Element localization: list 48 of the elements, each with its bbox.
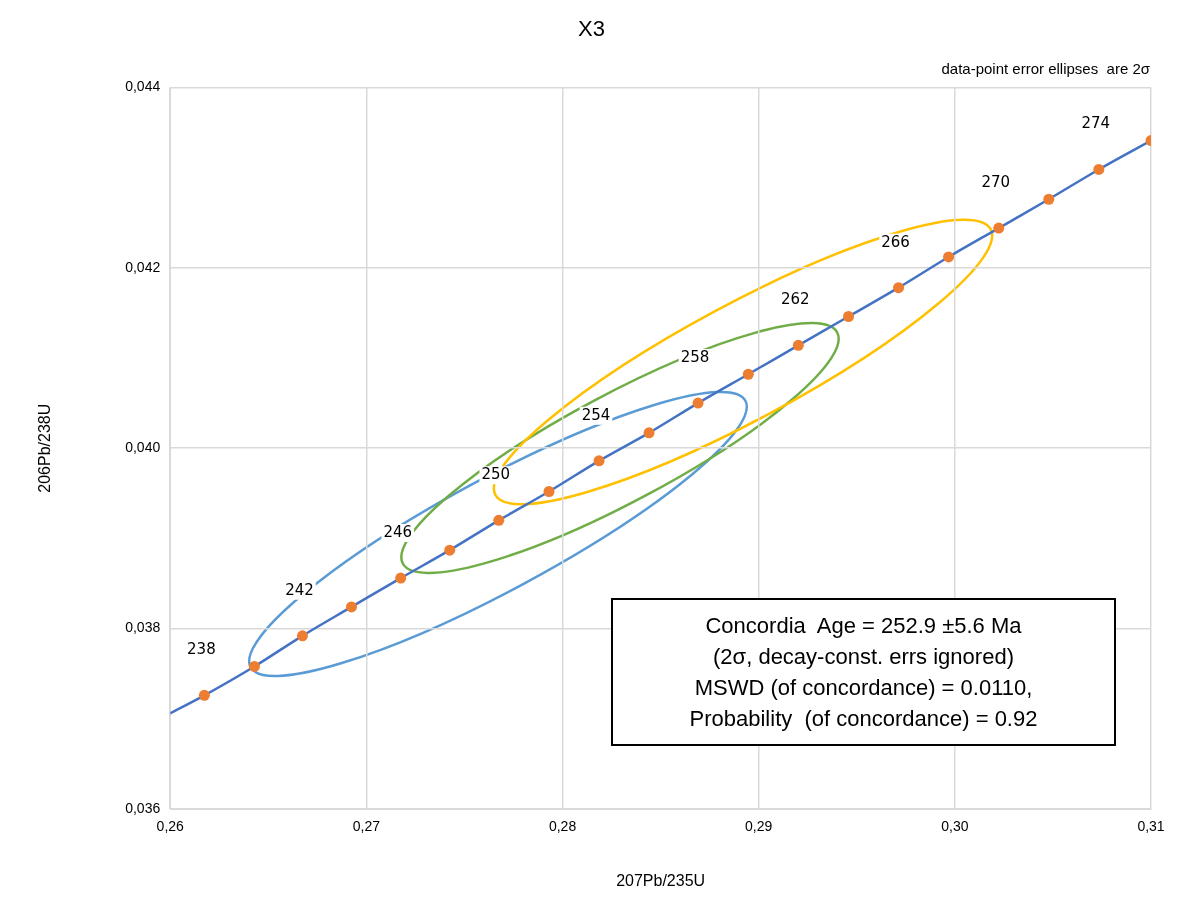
x-tick-label: 0,31 <box>1137 818 1165 835</box>
point <box>248 660 260 672</box>
annotation: 254 <box>581 405 611 424</box>
annotation: Probability (of concordance) = 0.92 <box>688 705 1039 733</box>
y-axis-title: 206Pb/238U <box>36 403 54 493</box>
x-axis-title: 207Pb/235U <box>616 871 706 889</box>
annotation: 238 <box>187 640 216 659</box>
point <box>444 544 456 556</box>
x-tick-label: 0,26 <box>156 818 185 835</box>
point <box>543 486 555 497</box>
point <box>792 339 804 351</box>
annotation: (2σ, decay-const. errs ignored) <box>712 643 1015 671</box>
x-tick-label: 0,29 <box>745 818 773 835</box>
annotation: 258 <box>680 347 710 366</box>
point <box>198 689 210 701</box>
annotation: 250 <box>481 465 511 484</box>
annotation: 266 <box>881 232 910 251</box>
y-tick-label: 0,042 <box>125 258 161 275</box>
annotation: Concordia Age = 252.9 ±5.6 Ma <box>704 612 1023 640</box>
y-tick-label: 0,040 <box>125 439 161 456</box>
chart-title: X3 <box>578 16 605 42</box>
y-tick-label: 0,036 <box>125 799 161 816</box>
point <box>493 514 505 526</box>
annotation: 242 <box>285 580 314 599</box>
point <box>742 368 754 380</box>
point <box>843 311 855 323</box>
y-tick-label: 0,044 <box>125 78 161 95</box>
point <box>692 397 704 409</box>
point <box>593 455 605 467</box>
point <box>943 251 955 263</box>
x-tick-label: 0,28 <box>548 818 577 835</box>
x-tick-label: 0,27 <box>352 818 381 835</box>
text: data-point error ellipses are 2σ <box>941 60 1150 77</box>
annotation: 270 <box>981 173 1011 191</box>
annotation: 274 <box>1081 114 1111 133</box>
point <box>1043 193 1055 205</box>
point <box>345 601 357 613</box>
point <box>993 222 1005 234</box>
point <box>1093 163 1105 175</box>
point <box>296 630 308 642</box>
annotation: MSWD (of concordance) = 0.0110, <box>693 674 1034 702</box>
point <box>893 282 905 294</box>
annotation: 246 <box>383 522 413 541</box>
point <box>643 427 655 439</box>
annotation: 262 <box>781 290 810 309</box>
point <box>395 572 407 584</box>
y-tick-label: 0,038 <box>125 619 161 636</box>
x-tick-label: 0,30 <box>941 818 969 835</box>
